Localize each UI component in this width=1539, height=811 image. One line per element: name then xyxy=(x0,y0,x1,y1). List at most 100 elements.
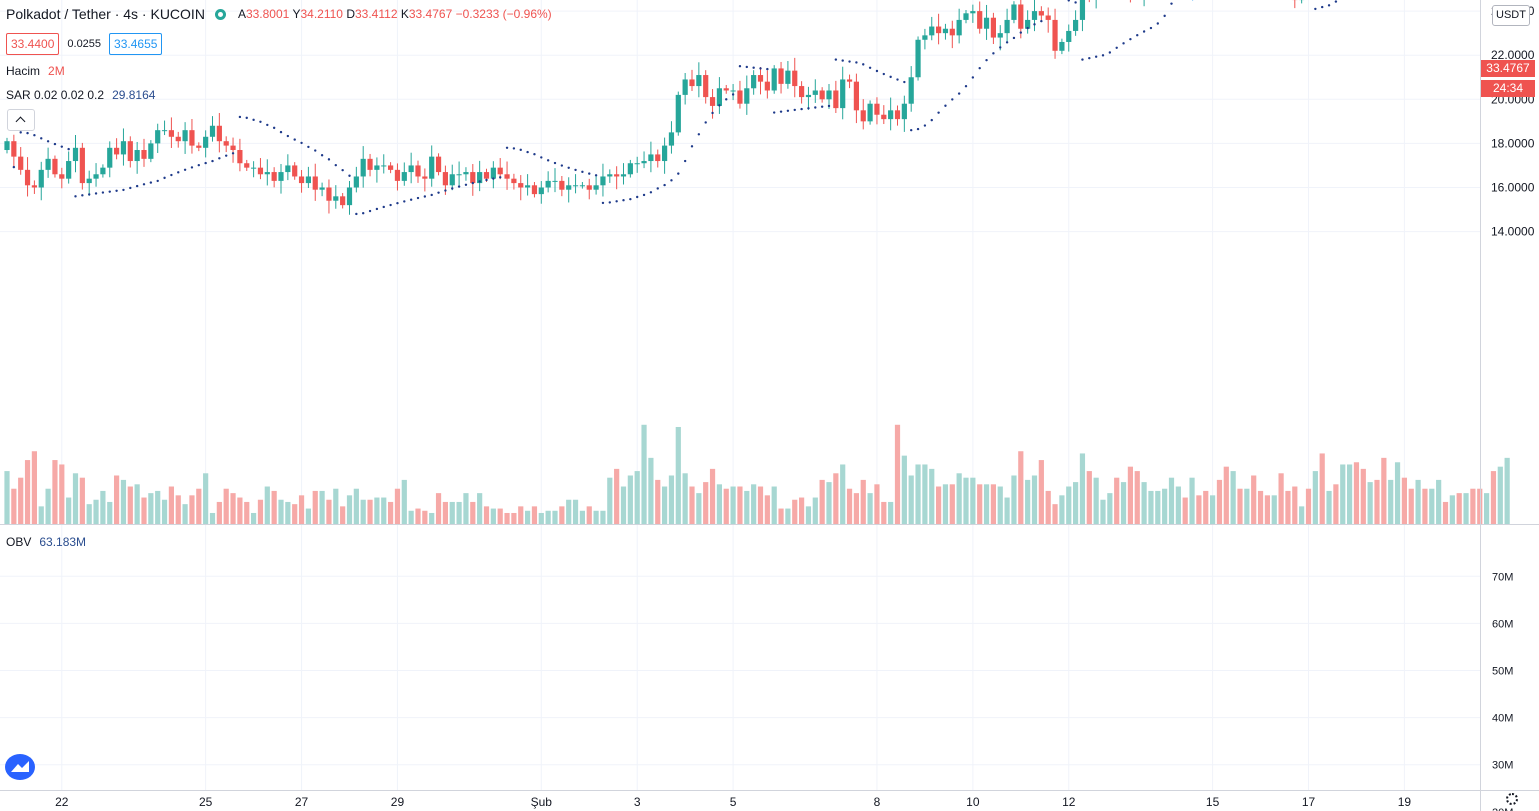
candle xyxy=(360,146,366,188)
spread-value: 0.0255 xyxy=(67,38,102,50)
sar-dot xyxy=(485,178,488,182)
volume-bar xyxy=(504,512,510,524)
candle-body xyxy=(72,147,79,162)
volume-bar xyxy=(730,486,736,524)
candle xyxy=(874,97,880,125)
candle-body xyxy=(620,174,627,177)
candle-body xyxy=(894,110,901,120)
candle-body xyxy=(545,180,551,188)
candle xyxy=(292,162,298,180)
sar-dot xyxy=(1149,26,1153,30)
sar-dot xyxy=(820,105,824,108)
candle-body xyxy=(668,132,675,146)
candle xyxy=(552,168,558,193)
sar-legend[interactable]: SAR 0.02 0.02 0.2 29.8164 xyxy=(6,88,155,102)
volume-bar xyxy=(620,486,627,524)
candle xyxy=(312,163,318,201)
candle-body xyxy=(572,185,579,187)
sar-dot xyxy=(615,200,618,203)
volume-bar xyxy=(155,490,161,524)
sar-dot xyxy=(314,149,317,152)
candle-body xyxy=(305,176,311,184)
currency-button[interactable]: USDT xyxy=(1492,5,1530,26)
volume-bar xyxy=(826,482,832,524)
volume-bar xyxy=(429,512,435,524)
candle-body xyxy=(655,154,661,162)
volume-bar xyxy=(915,464,921,524)
sar-dot xyxy=(731,93,735,96)
sar-dot xyxy=(923,124,927,127)
candle xyxy=(86,170,92,196)
volume-bar xyxy=(223,488,229,524)
obv-legend[interactable]: OBV 63.183M xyxy=(6,535,86,549)
volume-bar xyxy=(1018,451,1024,524)
volume-bar xyxy=(1079,453,1086,524)
candle xyxy=(223,136,229,153)
sar-dot xyxy=(800,107,803,111)
candle xyxy=(271,167,277,188)
candle xyxy=(963,9,969,24)
candle-body xyxy=(600,176,606,186)
sar-dot xyxy=(94,192,98,195)
volume-bar xyxy=(778,508,784,524)
sar-dot xyxy=(957,92,961,95)
volume-bar xyxy=(545,510,551,524)
sar-dot xyxy=(300,141,303,145)
market-status-icon[interactable] xyxy=(214,8,226,20)
candle xyxy=(771,65,777,94)
price-tick-label: 18.0000 xyxy=(1491,136,1535,150)
candle xyxy=(504,161,510,190)
obv-tick-label: 30M xyxy=(1492,760,1513,772)
sar-dot xyxy=(1040,19,1043,23)
sar-dot xyxy=(225,154,228,157)
volume-legend[interactable]: Hacim 2M xyxy=(6,64,65,78)
collapse-legend-button[interactable] xyxy=(7,109,35,131)
logo-icon[interactable] xyxy=(5,754,35,780)
candle-body xyxy=(463,172,469,175)
candle xyxy=(1038,6,1044,22)
candle xyxy=(114,138,120,160)
sar-dot xyxy=(81,194,84,197)
sar-dot xyxy=(74,195,77,198)
ohlc-values: A33.8001 Y34.2110 D33.4112 K33.4767 −0.3… xyxy=(237,7,552,21)
sar-name: SAR 0.02 0.02 0.2 xyxy=(6,88,105,102)
candle-body xyxy=(709,97,716,106)
candle-body xyxy=(271,172,277,181)
volume-bar xyxy=(867,493,873,524)
candle xyxy=(888,97,894,131)
sar-dot xyxy=(1088,56,1091,60)
volume-bar xyxy=(45,488,51,524)
candle xyxy=(881,105,887,125)
sar-dot xyxy=(108,190,111,193)
sar-dot xyxy=(211,159,214,163)
candle-body xyxy=(778,68,784,84)
candle-body xyxy=(257,167,264,175)
sar-dot xyxy=(574,168,577,172)
candle xyxy=(340,193,346,209)
volume-bar xyxy=(251,512,257,524)
candle xyxy=(634,156,640,173)
sell-price-button[interactable]: 33.4400 xyxy=(6,33,60,55)
volume-bar xyxy=(1463,493,1469,524)
volume-bar xyxy=(415,508,421,524)
candle xyxy=(237,138,243,172)
sar-dot xyxy=(834,58,838,61)
candle-body xyxy=(127,141,133,162)
buy-price-button[interactable]: 33.4655 xyxy=(109,33,163,55)
candle-body xyxy=(504,174,510,179)
volume-bar xyxy=(1100,499,1106,524)
candle xyxy=(285,154,291,181)
candle-body xyxy=(134,150,140,162)
sar-dot xyxy=(1101,54,1105,57)
candle-body xyxy=(956,19,962,36)
candle xyxy=(867,100,873,125)
volume-bar xyxy=(442,501,448,524)
gear-icon[interactable] xyxy=(1506,793,1518,805)
volume-bar xyxy=(1299,506,1305,524)
sar-dot xyxy=(683,159,687,163)
symbol-title[interactable]: Polkadot / Tether · 4s · KUCOIN xyxy=(6,6,205,22)
candle-body xyxy=(148,143,154,159)
candle xyxy=(394,163,401,191)
candle-body xyxy=(771,68,777,91)
